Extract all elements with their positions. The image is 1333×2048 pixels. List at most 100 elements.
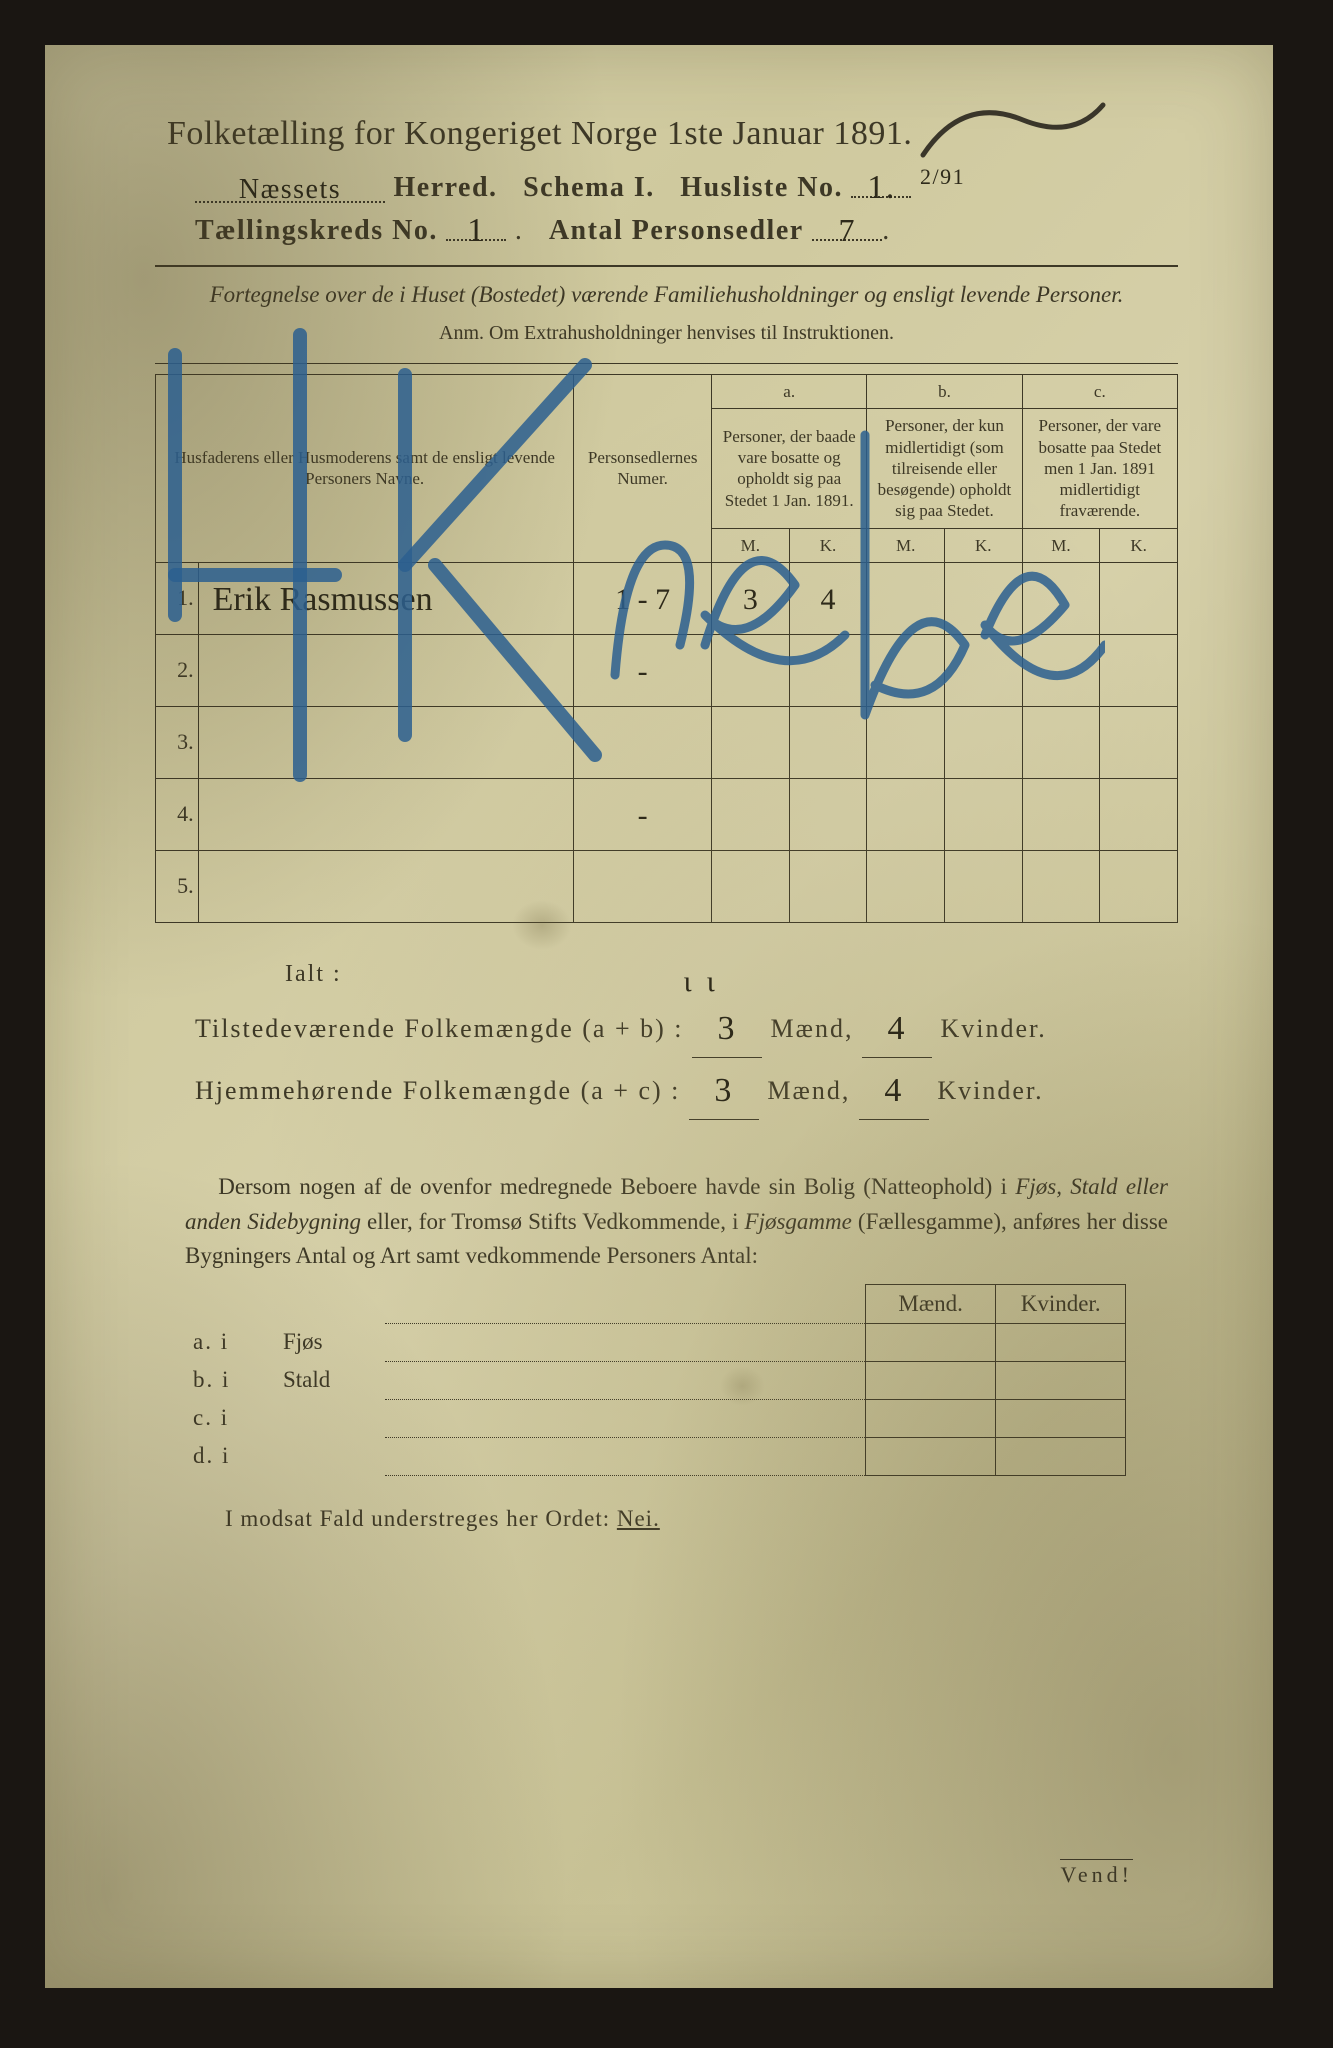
row-bK [944,706,1022,778]
kreds-no: 1 [467,212,486,249]
th-b-desc: Personer, der kun midlertidigt (som tilr… [867,409,1022,528]
side-row: a. iFjøs [185,1323,1126,1361]
th-a: a. [712,375,867,409]
tilstede-m: 3 [718,1010,737,1047]
side-m-box [866,1361,996,1399]
th-a-desc: Personer, der baade vare bosatte og opho… [712,409,867,528]
row-cM [1022,850,1100,922]
th-m: M. [867,528,945,562]
side-what [275,1437,385,1475]
row-cK [1100,562,1178,634]
side-k-box [996,1361,1126,1399]
row-cM [1022,778,1100,850]
tilstede-label: Tilstedeværende Folkemængde (a + b) : [195,1014,684,1043]
row-number: 3. [156,706,199,778]
row-aM [712,634,790,706]
row-num [574,706,712,778]
hjemme-m: 3 [714,1072,733,1109]
herred-label: Herred. [394,172,498,203]
row-bK [944,562,1022,634]
husliste-ratio: 2/91 [920,164,965,189]
para-a: Dersom nogen af de ovenfor medregnede Be… [218,1174,1015,1199]
table-row: 4. - [156,778,1178,850]
para-it2: Fjøsgamme [745,1209,852,1234]
th-k: K. [944,528,1022,562]
maend-label: Mænd, [767,1076,850,1105]
page-title: Folketælling for Kongeriget Norge 1ste J… [167,115,1178,153]
side-what: Fjøs [275,1323,385,1361]
census-table: Husfaderens eller Husmoderens samt de en… [155,374,1178,923]
row-cM [1022,634,1100,706]
th-num: Personsedlernes Numer. [574,375,712,563]
row-cK [1100,850,1178,922]
row-name [198,778,574,850]
th-name: Husfaderens eller Husmoderens samt de en… [156,375,574,563]
side-what [275,1399,385,1437]
row-number: 4. [156,778,199,850]
antal-label: Antal Personsedler [549,215,804,246]
hjemme-k: 4 [884,1072,903,1109]
nei-line: I modsat Fald understreges her Ordet: Ne… [225,1506,1178,1532]
header-block: Folketælling for Kongeriget Norge 1ste J… [155,115,1178,247]
side-k-box [996,1323,1126,1361]
side-row: c. i [185,1399,1126,1437]
side-row: b. iStald [185,1361,1126,1399]
row-aM [712,778,790,850]
th-c-desc: Personer, der vare bosatte paa Stedet me… [1022,409,1177,528]
antal-value: 7 [838,212,856,248]
table-row: 3. [156,706,1178,778]
side-dots [385,1399,866,1437]
row-number: 5. [156,850,199,922]
document-paper: Folketælling for Kongeriget Norge 1ste J… [45,45,1273,1988]
table-row: 1.Erik Rasmussen1 - 734 [156,562,1178,634]
rule [155,265,1178,267]
anm-text: Anm. Om Extrahusholdninger henvises til … [155,322,1178,345]
row-number: 1. [156,562,199,634]
side-m-box [866,1437,996,1475]
table-row: 2. - [156,634,1178,706]
header-line-2: Næssets Herred. Schema I. Husliste No. 1… [195,167,1178,204]
row-num: 1 - 7 [574,562,712,634]
kvinder-label: Kvinder. [940,1014,1046,1043]
nei-text: I modsat Fald understreges her Ordet: [225,1506,617,1531]
row-bM [867,706,945,778]
row-bM [867,850,945,922]
row-number: 2. [156,634,199,706]
kreds-label: Tællingskreds No. [195,215,438,246]
side-m-box [866,1399,996,1437]
header-line-3: Tællingskreds No. 1 . Antal Personsedler… [195,210,1178,247]
row-name [198,850,574,922]
row-bK [944,778,1022,850]
side-kvinder: Kvinder. [996,1284,1126,1323]
hjemme-label: Hjemmehørende Folkemængde (a + c) : [195,1076,680,1105]
row-cM [1022,706,1100,778]
th-m: M. [712,528,790,562]
th-k: K. [1100,528,1178,562]
row-bM [867,634,945,706]
husliste-label: Husliste No. [680,172,843,203]
th-b: b. [867,375,1022,409]
side-lab: c. i [185,1399,275,1437]
ialt-label: Ialt : [285,953,1178,996]
row-aK [789,850,867,922]
side-dots [385,1437,866,1475]
intro-text: Fortegnelse over de i Huset (Bostedet) v… [185,279,1148,310]
tick-marks: ι ι [684,965,715,999]
row-cK [1100,706,1178,778]
row-aK [789,778,867,850]
scan-frame: Folketælling for Kongeriget Norge 1ste J… [0,0,1333,2048]
row-aM [712,706,790,778]
row-bK [944,850,1022,922]
row-num [574,850,712,922]
row-num: - [574,778,712,850]
para-b: eller, for Tromsø Stifts Vedkommende, i [361,1209,745,1234]
side-k-box [996,1437,1126,1475]
side-lab: d. i [185,1437,275,1475]
row-name [198,706,574,778]
row-num: - [574,634,712,706]
side-dots [385,1361,866,1399]
row-cK [1100,778,1178,850]
side-what: Stald [275,1361,385,1399]
th-k: K. [789,528,867,562]
herred-value: Næssets [239,174,341,205]
